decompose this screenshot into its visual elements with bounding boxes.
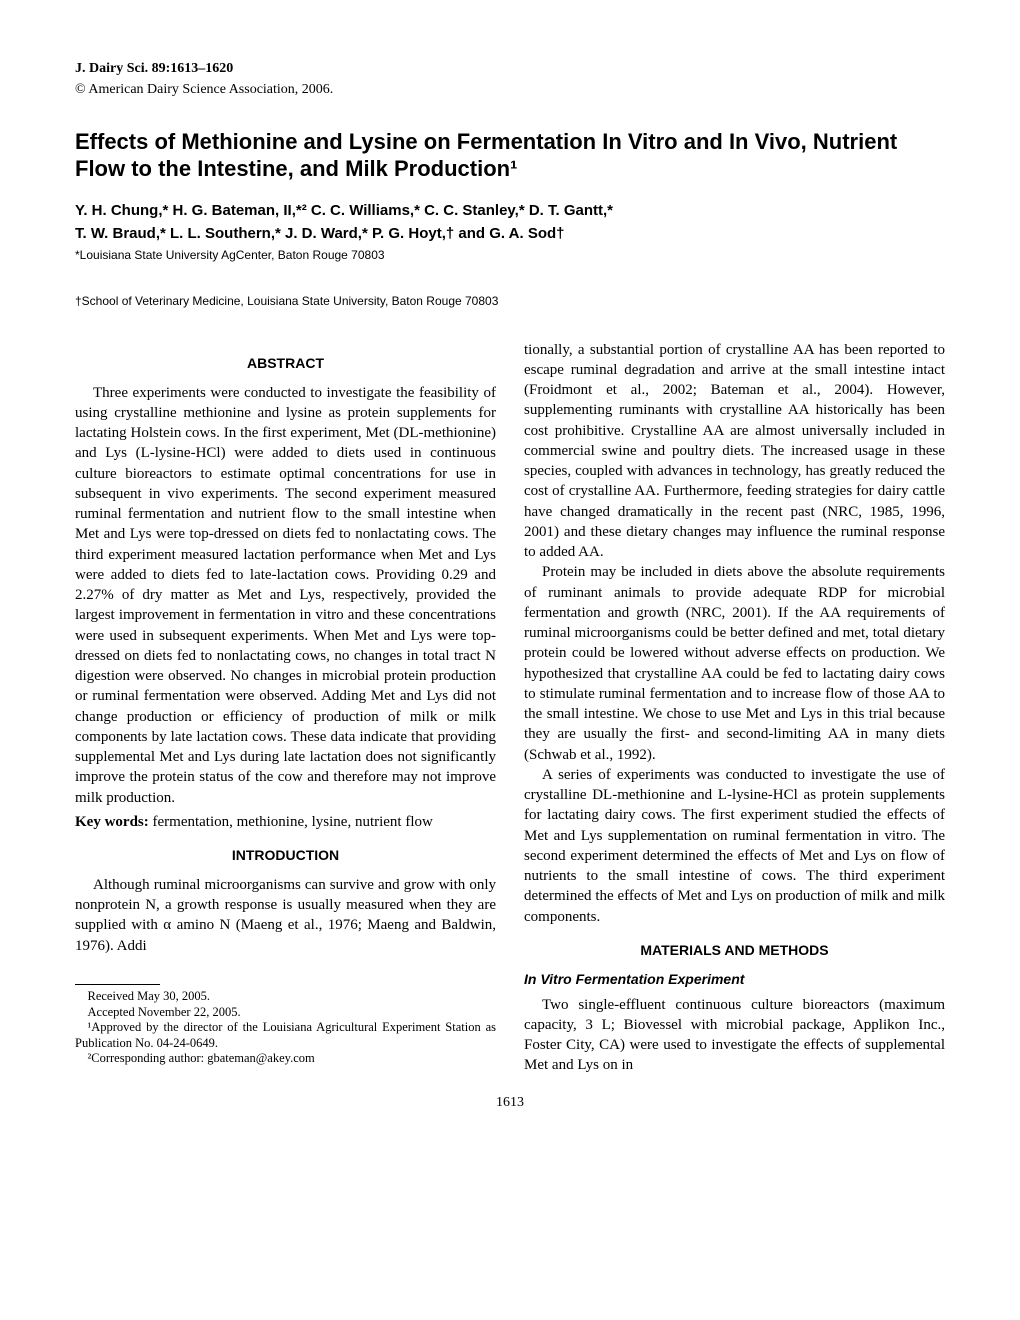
authors-line-2: T. W. Braud,* L. L. Southern,* J. D. War… <box>75 224 945 244</box>
affiliation-1: *Louisiana State University AgCenter, Ba… <box>75 247 945 263</box>
intro-paragraph-1: Although ruminal microorganisms can surv… <box>75 875 496 956</box>
footnote-received: Received May 30, 2005. <box>75 989 496 1005</box>
keywords-label: Key words: <box>75 814 149 830</box>
abstract-paragraph: Three experiments were conducted to inve… <box>75 383 496 808</box>
col2-paragraph-1: tionally, a substantial portion of cryst… <box>524 340 945 563</box>
keywords-line: Key words: fermentation, methionine, lys… <box>75 812 496 832</box>
methods-subheading-1: In Vitro Fermentation Experiment <box>524 970 945 989</box>
two-column-body: ABSTRACT Three experiments were conducte… <box>75 340 945 1076</box>
footnote-accepted: Accepted November 22, 2005. <box>75 1005 496 1021</box>
copyright-line: © American Dairy Science Association, 20… <box>75 81 945 100</box>
page-number: 1613 <box>75 1094 945 1113</box>
affiliation-2: †School of Veterinary Medicine, Louisian… <box>75 293 945 309</box>
introduction-heading: INTRODUCTION <box>75 846 496 865</box>
footnote-rule <box>75 984 160 985</box>
authors-line-1: Y. H. Chung,* H. G. Bateman, II,*² C. C.… <box>75 201 945 221</box>
col2-paragraph-3: A series of experiments was conducted to… <box>524 765 945 927</box>
journal-citation: J. Dairy Sci. 89:1613–1620 <box>75 60 945 79</box>
keywords-text: fermentation, methionine, lysine, nutrie… <box>149 814 433 830</box>
methods-paragraph-1: Two single-effluent continuous culture b… <box>524 995 945 1076</box>
footnotes-block: Received May 30, 2005. Accepted November… <box>75 984 496 1067</box>
article-title: Effects of Methionine and Lysine on Ferm… <box>75 128 945 183</box>
abstract-heading: ABSTRACT <box>75 354 496 373</box>
methods-heading: MATERIALS AND METHODS <box>524 941 945 960</box>
col2-paragraph-2: Protein may be included in diets above t… <box>524 562 945 765</box>
footnote-2: ²Corresponding author: gbateman@akey.com <box>75 1051 496 1067</box>
footnote-1: ¹Approved by the director of the Louisia… <box>75 1020 496 1051</box>
